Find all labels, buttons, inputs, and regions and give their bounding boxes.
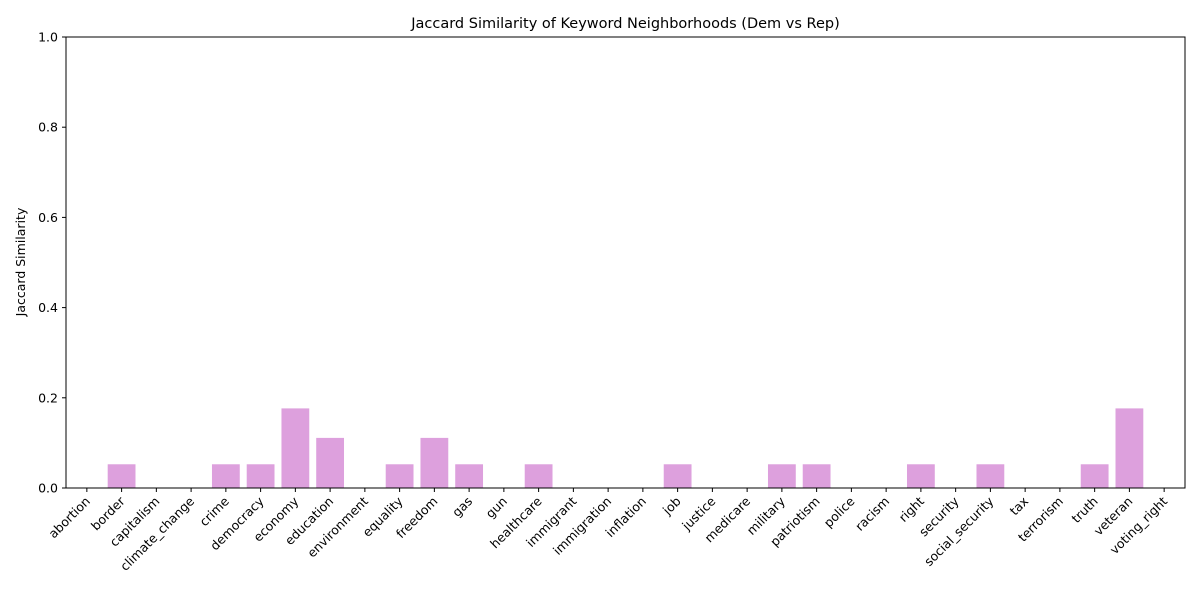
y-axis: 0.0 0.2 0.4 0.6 0.8 1.0 — [38, 30, 66, 496]
bar-job — [663, 464, 692, 488]
bar-patriotism — [802, 464, 831, 488]
bar-truth — [1080, 464, 1109, 488]
x-tick-label-police: police — [821, 493, 858, 530]
x-tick-label-abortion: abortion — [45, 494, 93, 542]
bar-veteran — [1115, 408, 1144, 488]
bar-military — [767, 464, 796, 488]
bar-equality — [385, 464, 414, 488]
bar-democracy — [246, 464, 275, 488]
x-tick-label-truth: truth — [1068, 494, 1100, 526]
x-tick-label-gas: gas — [449, 494, 475, 520]
y-axis-label: Jaccard Similarity — [13, 207, 28, 317]
y-tick-label-0.6: 0.6 — [38, 210, 58, 225]
bar-freedom — [420, 437, 449, 488]
y-tick-label-0.4: 0.4 — [38, 300, 58, 315]
bar-healthcare — [524, 464, 553, 488]
x-tick-label-right: right — [896, 493, 927, 524]
plot-frame — [65, 36, 1186, 489]
bar-right — [906, 464, 935, 488]
bar-social_security — [976, 464, 1005, 488]
bar-crime — [211, 464, 240, 488]
bar-gas — [455, 464, 484, 488]
chart-title: Jaccard Similarity of Keyword Neighborho… — [410, 16, 840, 32]
y-tick-label-0.8: 0.8 — [38, 120, 58, 135]
bar-education — [316, 437, 345, 488]
bar-border — [107, 464, 136, 488]
x-tick-label-tax: tax — [1007, 494, 1032, 519]
y-tick-label-0.0: 0.0 — [38, 481, 58, 496]
x-tick-label-job: job — [659, 493, 684, 518]
bars-group — [107, 408, 1144, 488]
y-tick-label-1.0: 1.0 — [38, 30, 58, 45]
y-tick-label-0.2: 0.2 — [38, 390, 58, 405]
x-tick-label-racism: racism — [852, 494, 892, 534]
x-tick-label-gun: gun — [483, 494, 510, 521]
bar-economy — [281, 408, 310, 488]
